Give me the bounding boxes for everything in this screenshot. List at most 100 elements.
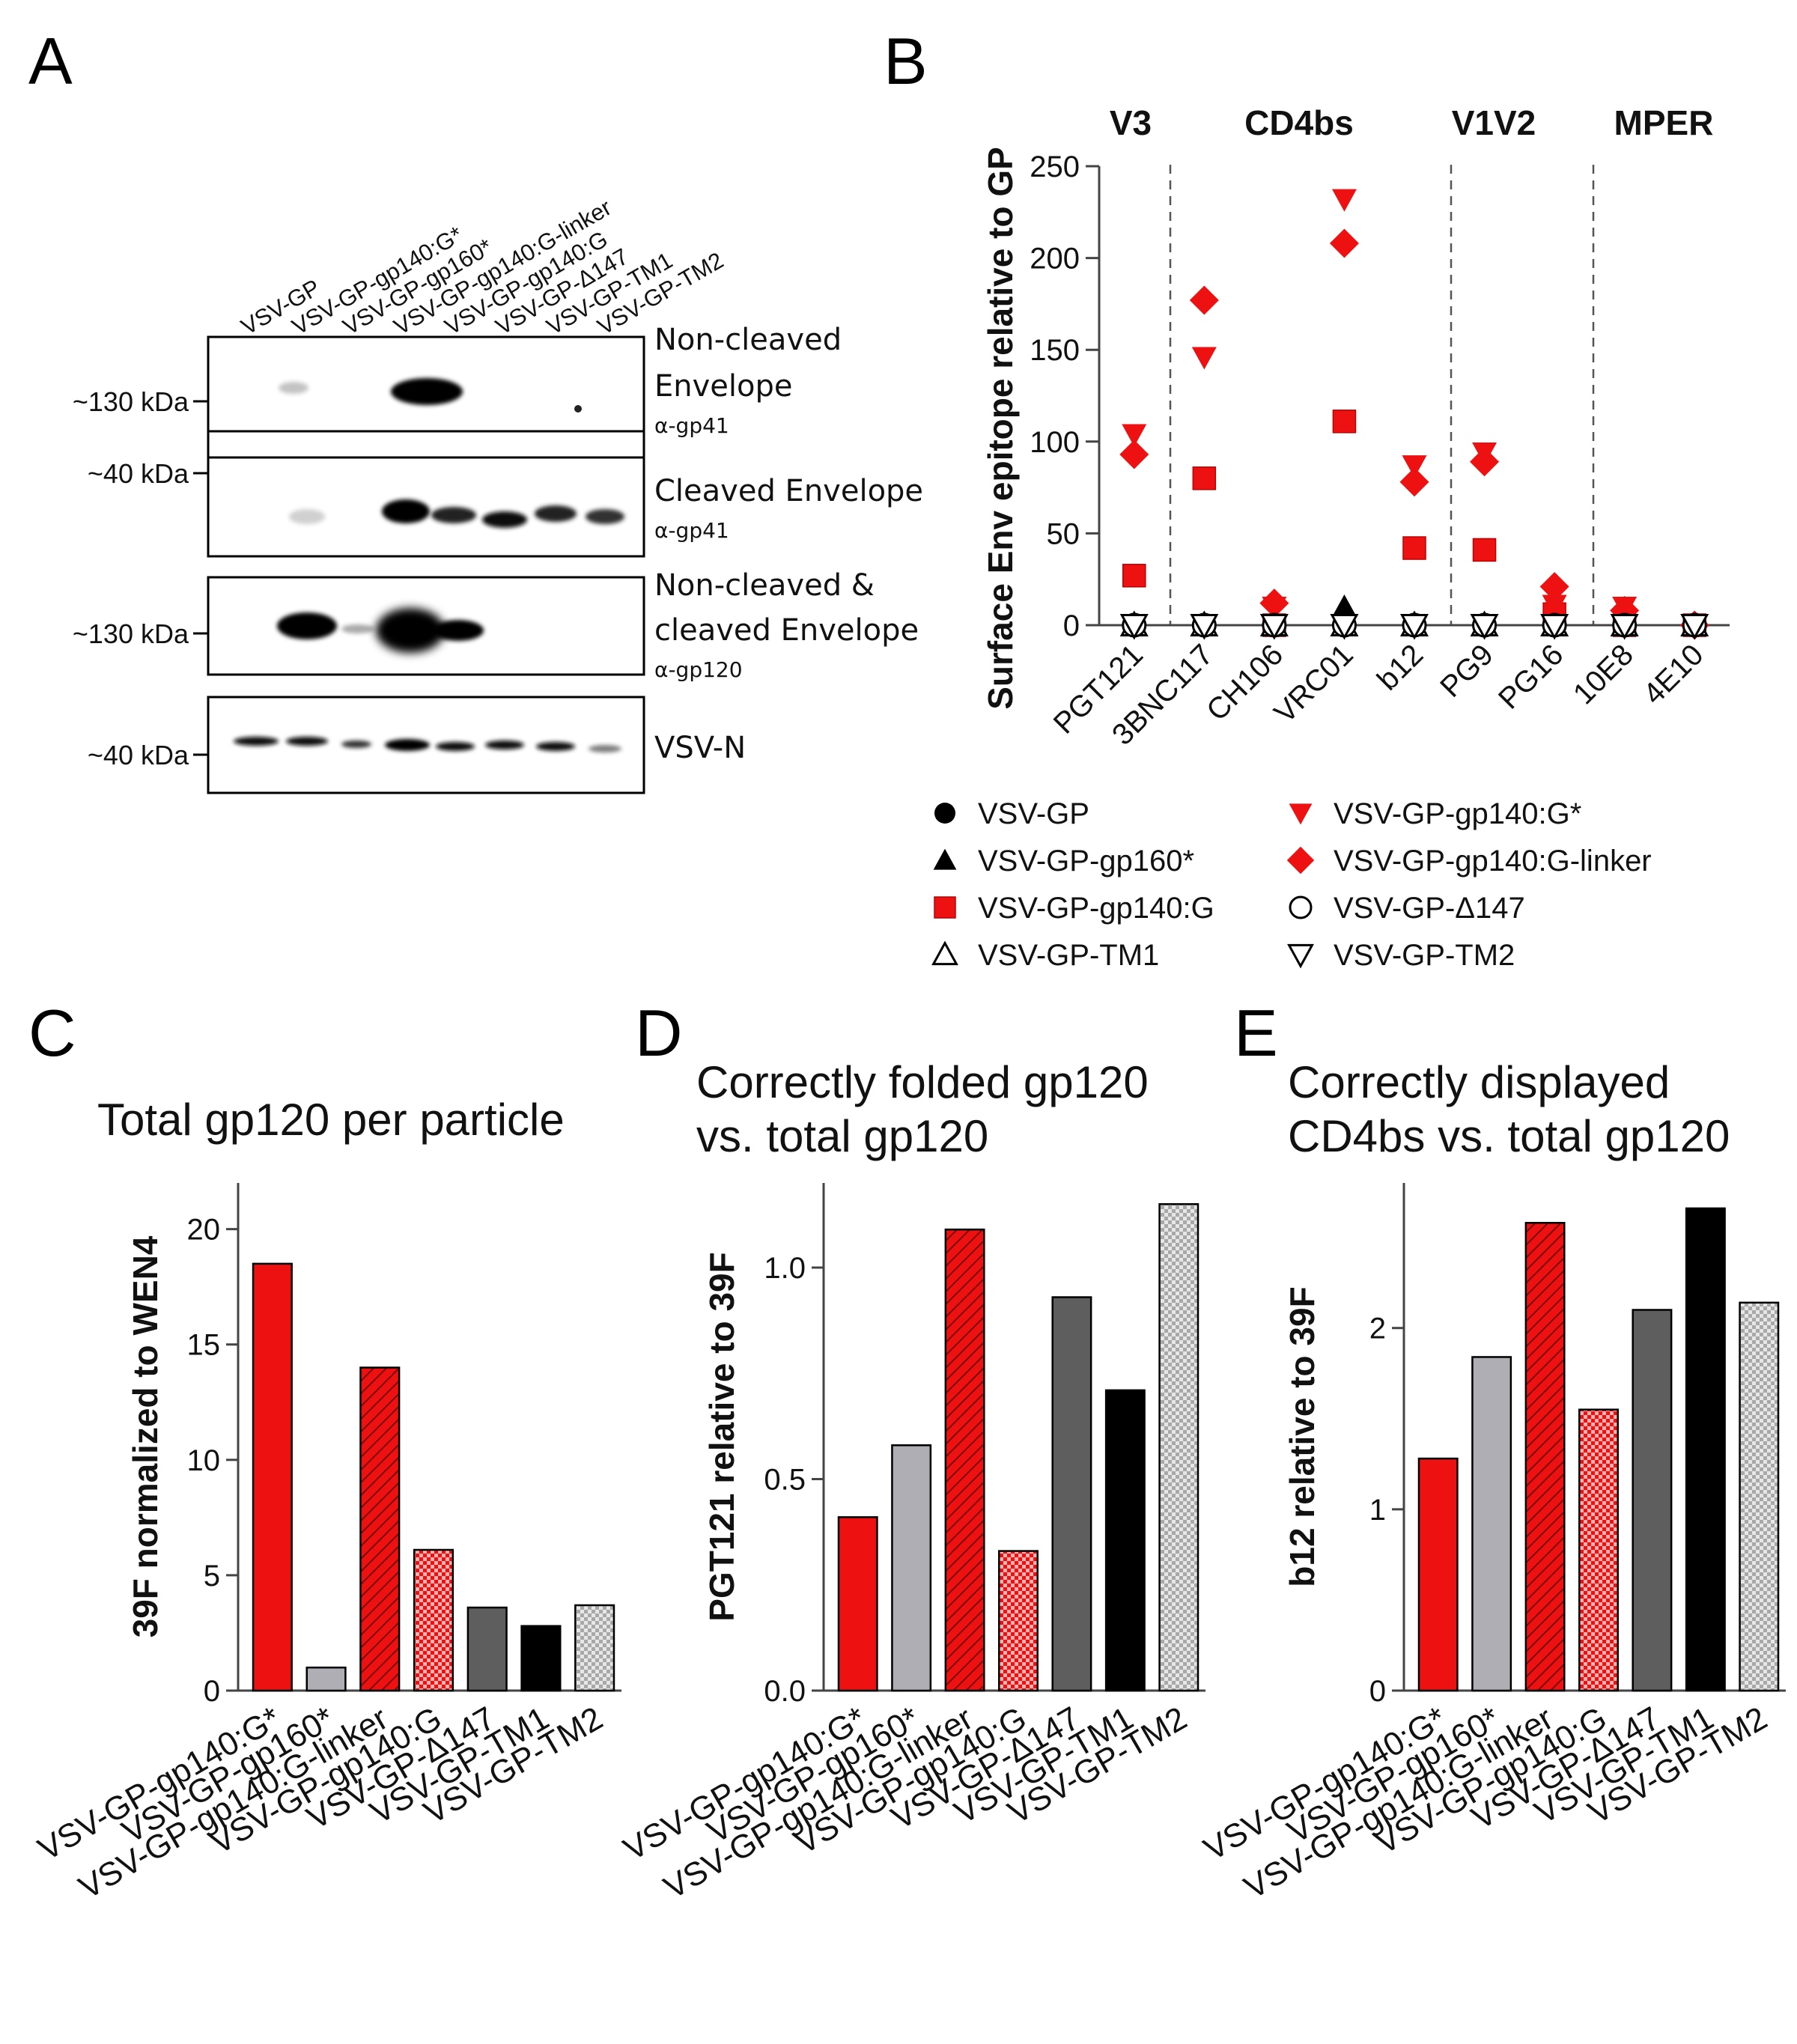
region-label: V1V2 — [1452, 103, 1536, 142]
data-point — [1122, 564, 1146, 588]
data-point — [1122, 424, 1147, 447]
panel-label-c: C — [28, 996, 76, 1070]
bar — [1471, 1356, 1512, 1692]
blot-title: Non-cleaved — [654, 323, 842, 357]
chart-title: Correctly displayed — [1288, 1057, 1670, 1107]
data-point — [1119, 614, 1149, 640]
legend-label: VSV-GP-gp140:G* — [1334, 797, 1581, 830]
y-tick-label: 0.5 — [764, 1464, 806, 1497]
data-point — [1402, 536, 1426, 560]
band — [482, 511, 527, 528]
data-point — [1191, 347, 1217, 370]
marker-label: ~130 kDa — [73, 618, 189, 649]
bar — [413, 1548, 454, 1692]
legend-label: VSV-GP-gp140:G — [978, 892, 1214, 925]
y-tick-label: 15 — [187, 1329, 221, 1362]
band — [289, 509, 325, 524]
blot-title: Cleaved Envelope — [654, 474, 923, 508]
y-axis-label: 39F normalized to WEN4 — [126, 1235, 165, 1637]
region-label: CD4bs — [1244, 103, 1354, 142]
legend-marker — [934, 896, 956, 919]
data-point — [1399, 614, 1429, 640]
y-ticks: 0 50 100 150 200 250 — [1030, 150, 1099, 642]
y-tick-label: 0 — [204, 1675, 220, 1708]
panel-label-e: E — [1234, 996, 1278, 1070]
x-category-label: 10E8 — [1567, 638, 1640, 711]
data-point — [1190, 614, 1219, 640]
blot-title: Envelope — [654, 369, 793, 404]
chart-title: Total gp120 per particle — [97, 1095, 565, 1145]
band — [385, 739, 430, 751]
band — [382, 499, 430, 523]
marker-label: ~40 kDa — [88, 458, 189, 489]
legend-label: VSV-GP-gp160* — [978, 845, 1194, 877]
chart-title: CD4bs vs. total gp120 — [1288, 1111, 1730, 1161]
band — [376, 608, 445, 653]
data-point — [1470, 447, 1500, 477]
region-label: MPER — [1614, 103, 1714, 142]
bar — [1104, 1389, 1146, 1692]
data-point — [1610, 614, 1639, 640]
y-tick-label: 1 — [1369, 1494, 1386, 1527]
total-gp120-bar-chart: Total gp120 per particle 05101520VSV-GP-… — [32, 1095, 621, 1906]
band — [433, 620, 484, 641]
x-category-label: PG16 — [1492, 638, 1569, 715]
band — [589, 745, 621, 752]
y-tick-label: 50 — [1047, 517, 1080, 550]
bar — [891, 1444, 932, 1692]
blot-gap — [207, 430, 645, 459]
band — [341, 740, 371, 748]
bar — [252, 1262, 293, 1692]
y-tick-label: 2 — [1369, 1313, 1386, 1345]
legend-marker — [1286, 846, 1315, 875]
y-tick-label: 20 — [187, 1214, 221, 1247]
bar — [998, 1550, 1039, 1692]
x-category-label: PG9 — [1434, 638, 1500, 704]
band — [277, 612, 337, 639]
marker-label: ~130 kDa — [73, 386, 189, 417]
data-point — [1259, 588, 1289, 618]
legend-label: VSV-GP — [978, 797, 1089, 830]
data-point — [1329, 228, 1359, 258]
band — [574, 405, 582, 413]
y-axis-label: Surface Env epitope relative to GP — [981, 147, 1020, 710]
bar — [574, 1604, 615, 1692]
blot-title: cleaved Envelope — [654, 613, 919, 648]
legend-label: VSV-GP-Δ147 — [1334, 892, 1525, 925]
lane-labels: VSV-GP VSV-GP-gp140:G* VSV-GP-gp160* VSV… — [237, 194, 728, 340]
band — [391, 378, 463, 405]
chart-title: Correctly folded gp120 — [696, 1057, 1149, 1107]
y-axis-label: b12 relative to 39F — [1283, 1286, 1322, 1587]
data-points — [1119, 189, 1709, 640]
band — [436, 742, 475, 751]
y-tick-label: 0.0 — [764, 1675, 806, 1708]
y-tick-label: 5 — [204, 1560, 220, 1593]
legend-label: VSV-GP-gp140:G-linker — [1334, 845, 1652, 877]
bar — [1158, 1203, 1199, 1692]
data-point — [1259, 614, 1289, 640]
data-point — [1331, 594, 1357, 617]
y-tick-label: 250 — [1030, 150, 1080, 183]
region-label: V3 — [1110, 103, 1152, 142]
y-axis-label: PGT121 relative to 39F — [702, 1252, 741, 1621]
x-category-label: b12 — [1371, 638, 1429, 696]
bar — [837, 1516, 878, 1692]
blot-antibody: α-gp120 — [654, 657, 743, 682]
legend-marker — [933, 848, 957, 870]
data-point — [1402, 455, 1427, 478]
epitope-scatter-chart: V3 CD4bs V1V2 MPER 0 50 100 150 200 250 PGT12… — [931, 103, 1730, 972]
band — [431, 507, 476, 523]
data-point — [1472, 538, 1497, 562]
b12-bar-chart: Correctly displayed CD4bs vs. total gp12… — [1198, 1057, 1786, 1906]
blot-title: Non-cleaved & — [654, 568, 875, 603]
blot-title: VSV-N — [654, 731, 746, 765]
y-tick-label: 150 — [1030, 334, 1080, 367]
legend: VSV-GP VSV-GP-gp160* VSV-GP-gp140:G VSV-GP-… — [931, 797, 1652, 972]
legend-label: VSV-GP-TM2 — [1334, 939, 1515, 972]
data-point — [1189, 285, 1219, 315]
blot-bands-2 — [289, 499, 624, 528]
y-tick-label: 0 — [1369, 1675, 1386, 1708]
band — [536, 742, 575, 751]
